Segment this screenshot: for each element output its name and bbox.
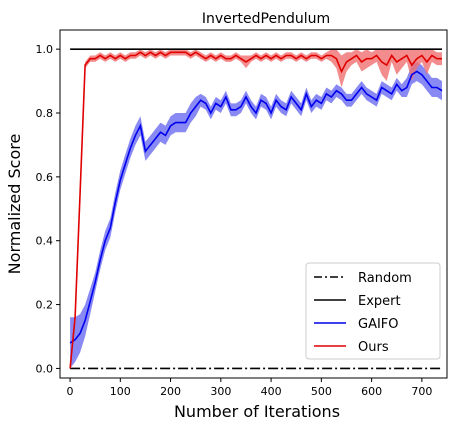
series-line-gaifo [69,70,443,344]
y-tick-label: 0.8 [36,107,54,120]
x-tick-label: 700 [411,385,432,398]
x-axis-label: Number of Iterations [174,402,340,421]
plot-frame [59,29,448,379]
band-gaifo [70,61,442,369]
x-tick-label: 500 [311,385,332,398]
legend: Random Expert GAIFO Ours [305,262,441,360]
y-axis: 0.0 0.2 0.4 0.6 0.8 1.0 [36,43,60,375]
x-tick-label: 200 [160,385,181,398]
x-tick-label: 100 [110,385,131,398]
legend-label-expert: Expert [358,294,401,309]
chart-title: InvertedPendulum [202,11,330,27]
y-tick-label: 0.0 [36,362,54,375]
x-tick-label: 300 [210,385,231,398]
legend-box [305,262,441,360]
x-tick-label: 400 [261,385,282,398]
legend-label-gaifo: GAIFO [358,317,399,332]
x-axis: 0 100 200 300 400 500 600 700 [67,378,432,398]
x-tick-label: 600 [361,385,382,398]
legend-label-ours: Ours [358,340,389,355]
x-tick-label: 0 [67,385,74,398]
y-tick-label: 0.4 [36,235,54,248]
y-axis-label: Normalized Score [5,134,24,275]
plot-area [69,48,443,370]
y-tick-label: 0.2 [36,299,54,312]
y-tick-label: 1.0 [36,43,54,56]
y-tick-label: 0.6 [36,171,54,184]
series-line-ours [69,51,442,369]
legend-label-random: Random [358,271,412,286]
